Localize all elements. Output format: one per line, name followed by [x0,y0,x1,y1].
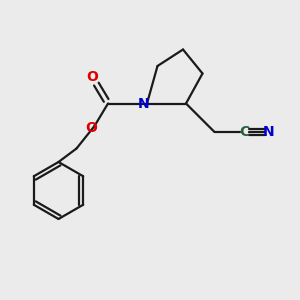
Text: N: N [263,125,274,139]
Text: O: O [86,70,98,84]
Text: N: N [138,97,149,110]
Text: O: O [85,121,97,134]
Text: C: C [239,125,250,139]
